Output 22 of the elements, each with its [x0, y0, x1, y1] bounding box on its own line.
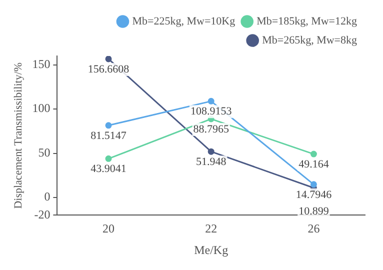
x-tick-label: 26 — [308, 222, 320, 236]
data-label: 10.899 — [298, 205, 330, 218]
x-tick-label: 20 — [102, 222, 114, 236]
data-label: 49.164 — [298, 158, 330, 170]
x-axis-title: Me/Kg — [194, 242, 228, 257]
data-label: 156.6608 — [88, 63, 130, 76]
data-label: 108.9153 — [190, 106, 232, 118]
y-axis-title: Displacement Transmissibility/% — [12, 62, 24, 209]
y-tick-label: -20 — [34, 207, 50, 222]
data-label: 88.7965 — [193, 123, 230, 136]
data-label: 43.9041 — [90, 163, 126, 176]
legend-label: Mb=185kg, Mw=12kg — [256, 15, 358, 28]
legend-label: Mb=225kg, Mw=10Kg — [132, 15, 236, 28]
y-tick-label: 150 — [32, 57, 50, 71]
y-tick-label: 100 — [32, 101, 50, 116]
data-label: 14.7946 — [296, 188, 332, 201]
data-label: 81.5147 — [90, 130, 127, 142]
x-tick-label: 22 — [205, 222, 218, 236]
y-tick-label: 0 — [44, 190, 50, 204]
data-label: 51.948 — [196, 156, 227, 168]
legend-label: Mb=265kg, Mw=8kg — [262, 34, 358, 46]
y-tick-label: 50 — [38, 145, 50, 160]
